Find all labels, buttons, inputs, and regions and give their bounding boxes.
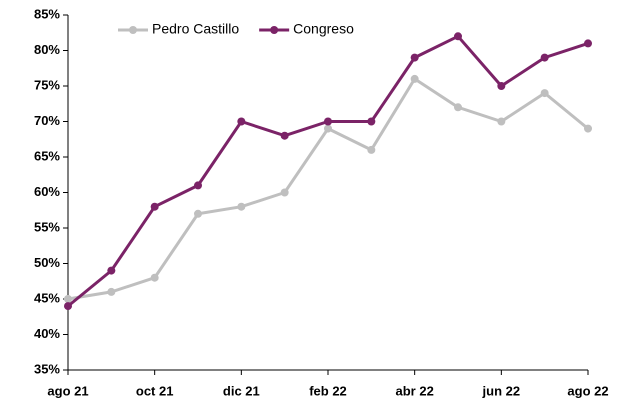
x-tick-label: ago 22 bbox=[567, 383, 608, 398]
x-tick-label: dic 21 bbox=[223, 383, 260, 398]
x-tick-label: abr 22 bbox=[396, 383, 434, 398]
y-tick-label: 55% bbox=[34, 219, 60, 234]
y-tick-label: 60% bbox=[34, 184, 60, 199]
legend-label: Pedro Castillo bbox=[152, 21, 239, 37]
point bbox=[237, 202, 246, 211]
series-line bbox=[67, 76, 589, 301]
point bbox=[367, 145, 376, 154]
point bbox=[150, 202, 159, 211]
y-tick-label: 70% bbox=[34, 113, 60, 128]
y-tick-label: 45% bbox=[34, 290, 60, 305]
legend-marker bbox=[270, 26, 279, 34]
x-tick-label: ago 21 bbox=[47, 383, 88, 398]
point bbox=[540, 89, 549, 98]
point bbox=[194, 181, 202, 190]
y-tick-label: 80% bbox=[34, 42, 60, 57]
point bbox=[410, 53, 419, 62]
y-tick-label: 65% bbox=[34, 148, 60, 163]
point bbox=[150, 273, 159, 282]
point bbox=[410, 74, 419, 83]
y-tick-label: 85% bbox=[34, 6, 60, 21]
point bbox=[324, 124, 332, 133]
point bbox=[497, 82, 506, 90]
y-tick-label: 50% bbox=[34, 255, 60, 270]
y-tick-label: 75% bbox=[34, 77, 60, 92]
point bbox=[107, 266, 116, 275]
x-tick-label: feb 22 bbox=[309, 383, 347, 398]
y-tick-label: 40% bbox=[34, 326, 60, 341]
point bbox=[454, 103, 462, 112]
legend-label: Congreso bbox=[293, 21, 354, 37]
point bbox=[280, 188, 289, 197]
point bbox=[584, 124, 592, 133]
point bbox=[64, 302, 72, 311]
point bbox=[194, 209, 202, 218]
legend-marker bbox=[129, 26, 137, 34]
point bbox=[454, 32, 462, 41]
point bbox=[324, 117, 332, 126]
x-tick-label: jun 22 bbox=[482, 383, 521, 398]
x-tick-label: oct 21 bbox=[136, 383, 174, 398]
point bbox=[237, 117, 246, 126]
series-line bbox=[67, 34, 589, 308]
point bbox=[107, 287, 116, 296]
y-tick-label: 35% bbox=[34, 361, 60, 376]
point bbox=[584, 39, 592, 48]
point bbox=[540, 53, 549, 62]
point bbox=[64, 295, 72, 303]
point bbox=[367, 117, 376, 126]
point bbox=[497, 117, 506, 126]
point bbox=[280, 131, 289, 140]
